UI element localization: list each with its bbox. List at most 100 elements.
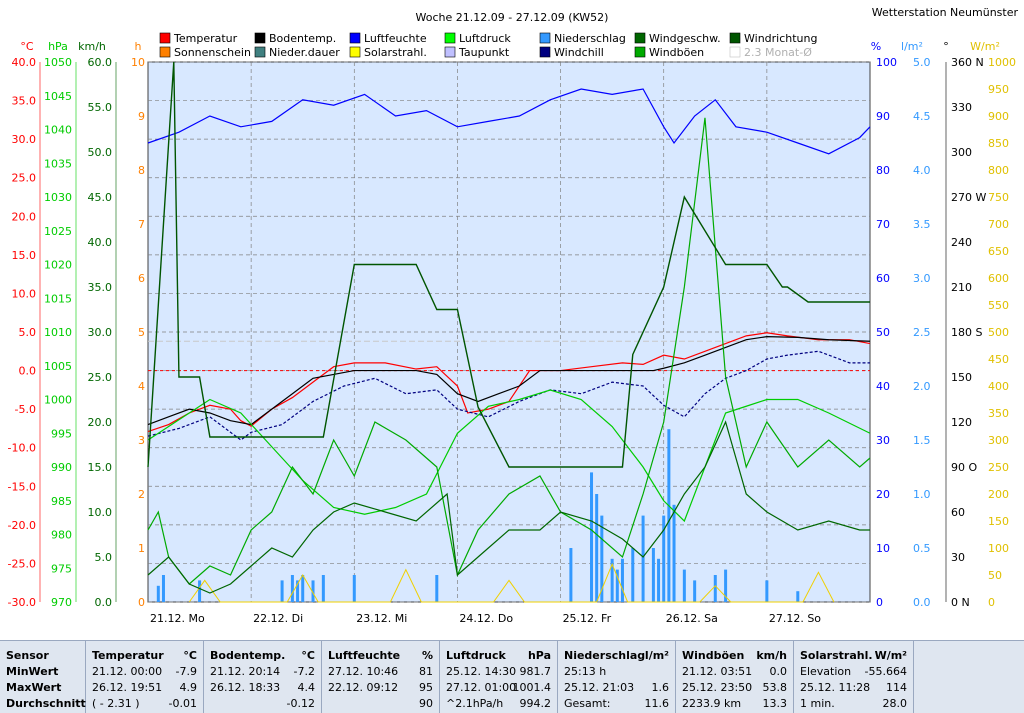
stats-cell-row: 25:13 h [564,665,669,681]
precip-bar [796,591,800,602]
stats-cell-row: -0.12 [210,697,315,713]
stats-row-label-text: Durchschnitt [6,697,86,710]
tick-label-solar: 200 [988,488,1009,501]
tick-label-temp: 5.0 [19,326,37,339]
tick-label-direction: 330 [951,101,972,114]
legend-label: Luftfeuchte [364,32,427,45]
tick-label-precip: 0.0 [913,596,931,609]
tick-label-temp: 15.0 [12,249,37,262]
precip-bar [301,575,305,602]
tick-label-precip: 4.0 [913,164,931,177]
tick-label-solar: 800 [988,164,1009,177]
tick-label-pressure: 1045 [44,90,72,103]
series-windchill [147,350,870,441]
stats-cell-value: -0.12 [286,697,315,710]
tick-label-pressure: 970 [51,596,72,609]
tick-label-pressure: 995 [51,427,72,440]
stats-row-label: MaxWert [6,681,79,697]
stats-header-unit: l/m² [644,649,669,662]
tick-label-temp: 20.0 [12,210,37,223]
weather-chart: °C 40.0 35.0 30.0 25.0 20.0 15.0 10.0 5.0 0.0 -5.0… [7,6,1019,625]
legend-label: Nieder.dauer [269,46,340,59]
stats-header-unit: W/m² [874,649,907,662]
legend-swatch [254,46,266,58]
tick-label-direction: 210 [951,281,972,294]
tick-label-direction: 240 [951,236,972,249]
tick-label-wind: 25.0 [88,371,113,384]
tick-label-wind: 55.0 [88,101,113,114]
stats-filler [914,641,1024,713]
stats-cell-value: 994.2 [519,697,552,710]
stats-cell-row: Elevation -55.664 [800,665,907,681]
tick-label-precip: 2.5 [913,326,931,339]
precip-bar [682,569,686,602]
stats-header: Windböen km/h [682,649,787,665]
tick-label-direction: 0 N [951,596,970,609]
precip-bar [198,580,202,602]
stats-row-label: Durchschnitt [6,697,86,713]
tick-label-solar: 400 [988,380,1009,393]
chart-svg: °C40.035.030.025.020.015.010.05.00.0-5.0… [8,6,1019,625]
legend-label: Luftdruck [459,32,511,45]
tick-label-hours: 0 [138,596,145,609]
stats-header-name: Niederschlag [564,649,646,662]
precip-bar [620,558,624,602]
precip-bar [765,580,769,602]
tick-label-hours: 6 [138,272,145,285]
stats-cell-value: 28.0 [882,697,908,710]
legend-swatch [634,46,646,58]
tick-label-wind: 10.0 [88,506,113,519]
stats-row-label: MinWert [6,665,79,681]
stats-cell-row: 27.12. 01:00 1001.4 [446,681,551,697]
legend-label: Windböen [649,46,704,59]
tick-label-precip: 3.5 [913,218,931,231]
precip-bar [280,580,284,602]
stats-cell-label: 21.12. 03:51 [682,665,753,678]
stats-header: Temperatur °C [92,649,197,665]
stats-cell-label: 21.12. 20:14 [210,665,281,678]
stats-cell-value: 90 [419,697,433,710]
station-name: Wetterstation Neumünster [872,6,1019,19]
tick-label-pressure: 990 [51,461,72,474]
tick-label-direction: 360 N [951,56,984,69]
tick-label-direction: 150 [951,371,972,384]
tick-label-temp: 10.0 [12,287,37,300]
legend-label: Windchill [554,46,604,59]
tick-label-direction: 120 [951,416,972,429]
stats-header: Luftdruck hPa [446,649,551,665]
tick-label-solar: 1000 [988,56,1016,69]
stats-header-unit: % [421,649,433,662]
tick-label-humidity: 90 [876,110,890,123]
legend-label: Bodentemp. [269,32,336,45]
tick-label-direction: 300 [951,146,972,159]
tick-label-wind: 15.0 [88,461,113,474]
stats-cell-value: 1.6 [651,681,670,694]
legend-swatch [159,32,171,44]
tick-label-direction: 30 [951,551,965,564]
tick-label-temp: -5.0 [15,403,36,416]
stats-cell-value: -0.01 [168,697,197,710]
tick-label-wind: 20.0 [88,416,113,429]
stats-column: Temperatur °C 21.12. 00:00 -7.9 26.12. 19:51… [86,641,204,713]
tick-label-pressure: 1035 [44,157,72,170]
tick-label-precip: 4.5 [913,110,931,123]
stats-cell-row: 21.12. 00:00 -7.9 [92,665,197,681]
stats-cell-label: Elevation [800,665,852,678]
tick-label-pressure: 1050 [44,56,72,69]
tick-label-solar: 550 [988,299,1009,312]
tick-label-pressure: 1030 [44,191,72,204]
stats-cell-row: 25.12. 11:28 114 [800,681,907,697]
precip-bar [631,548,635,602]
stats-cell-label: 27.12. 10:46 [328,665,399,678]
tick-label-temp: 0.0 [19,365,37,378]
stats-header: Solarstrahl. W/m² [800,649,907,665]
legend-swatch [444,46,456,58]
tick-label-humidity: 80 [876,164,890,177]
tick-label-hours: 3 [138,434,145,447]
stats-cell-label: 25.12. 11:28 [800,681,871,694]
tick-label-wind: 35.0 [88,281,113,294]
precip-bar [352,575,356,602]
tick-label-temp: 30.0 [12,133,37,146]
stats-cell-label: ^2.1hPa/h [446,697,504,710]
stats-row-label-text: MinWert [6,665,59,678]
